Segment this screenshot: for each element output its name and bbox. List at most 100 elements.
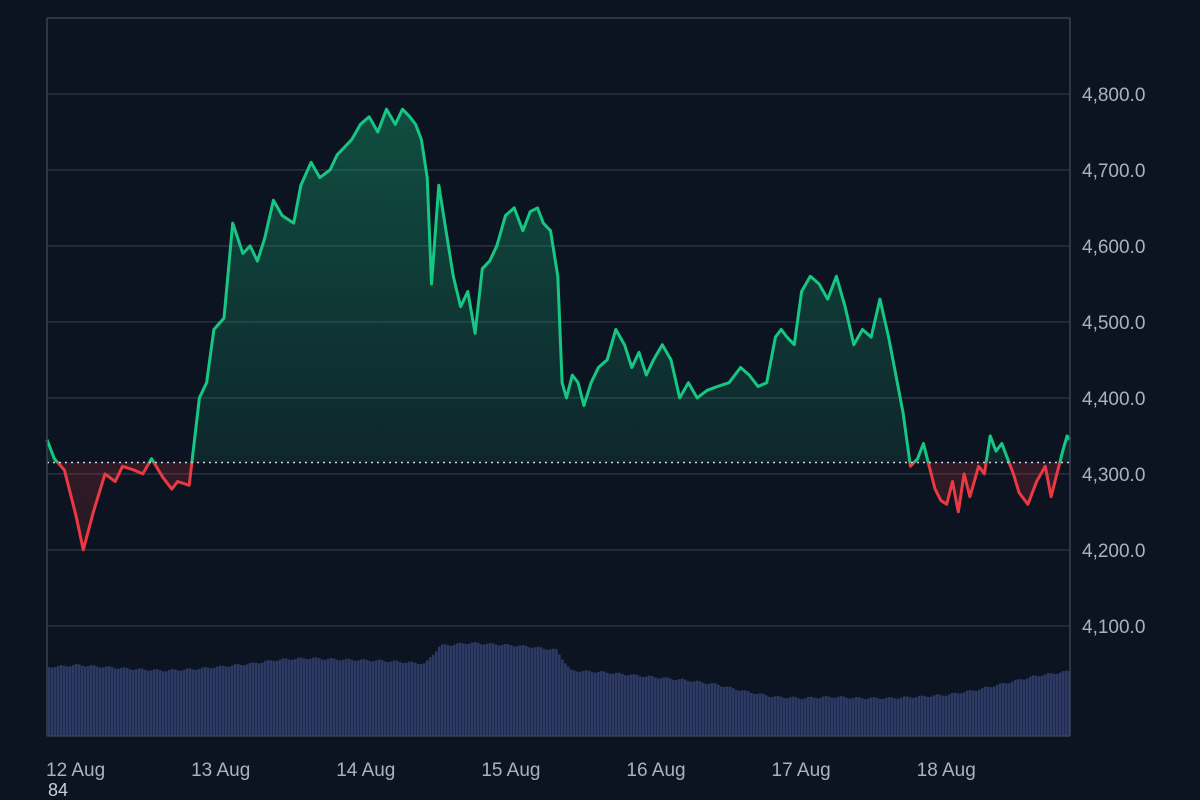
volume-bar bbox=[741, 690, 744, 736]
volume-bar bbox=[489, 642, 492, 736]
y-tick-label: 4,700.0 bbox=[1082, 161, 1145, 182]
volume-bar bbox=[57, 665, 60, 736]
volume-bar bbox=[1023, 679, 1026, 736]
volume-bar bbox=[1029, 676, 1032, 736]
volume-bar bbox=[1032, 675, 1035, 736]
volume-bar bbox=[447, 645, 450, 736]
volume-bar bbox=[825, 695, 828, 736]
volume-bar bbox=[945, 695, 948, 736]
volume-bar bbox=[1020, 679, 1023, 736]
volume-bar bbox=[228, 666, 231, 736]
y-tick-label: 4,500.0 bbox=[1082, 313, 1145, 334]
volume-bar bbox=[630, 674, 633, 736]
volume-bar bbox=[633, 674, 636, 736]
volume-bar bbox=[792, 696, 795, 736]
volume-bar bbox=[501, 644, 504, 736]
volume-bar bbox=[231, 665, 234, 736]
volume-bar bbox=[852, 697, 855, 736]
volume-bar bbox=[438, 646, 441, 736]
volume-bar bbox=[669, 678, 672, 736]
volume-bar bbox=[585, 670, 588, 736]
volume-bar bbox=[621, 673, 624, 736]
volume-bar bbox=[882, 698, 885, 736]
volume-bar bbox=[1050, 673, 1053, 736]
price-line bbox=[45, 107, 1072, 552]
volume-bar bbox=[864, 699, 867, 736]
volume-bar bbox=[471, 642, 474, 736]
volume-bar bbox=[753, 694, 756, 736]
volume-bar bbox=[1062, 671, 1065, 736]
volume-bar bbox=[642, 677, 645, 736]
volume-bar bbox=[285, 658, 288, 736]
volume-bar bbox=[918, 695, 921, 736]
volume-bar bbox=[849, 698, 852, 736]
volume-bar bbox=[276, 660, 279, 736]
volume-bar bbox=[828, 696, 831, 736]
volume-bar bbox=[378, 659, 381, 736]
volume-bar bbox=[834, 697, 837, 736]
volume-bar bbox=[390, 661, 393, 736]
volume-bar bbox=[933, 695, 936, 736]
volume-bar bbox=[609, 673, 612, 736]
volume-bar bbox=[303, 658, 306, 736]
volume-bar bbox=[732, 688, 735, 736]
volume-bar bbox=[693, 681, 696, 736]
volume-bar bbox=[51, 667, 54, 736]
volume-bar bbox=[939, 694, 942, 736]
volume-bar bbox=[831, 697, 834, 736]
volume-bar bbox=[798, 698, 801, 736]
volume-bar bbox=[879, 699, 882, 736]
x-tick-label: 16 Aug bbox=[626, 760, 685, 781]
volume-bar bbox=[756, 693, 759, 736]
volume-bar bbox=[372, 661, 375, 736]
x-tick-label: 12 Aug bbox=[46, 760, 105, 781]
volume-bar bbox=[564, 663, 567, 736]
volume-bar bbox=[594, 672, 597, 736]
volume-bar bbox=[987, 686, 990, 736]
volume-bar bbox=[1056, 673, 1059, 736]
volume-bar bbox=[144, 669, 147, 736]
volume-bar bbox=[384, 661, 387, 736]
volume-bar bbox=[444, 644, 447, 736]
volume-bar bbox=[789, 697, 792, 736]
volume-bar bbox=[1035, 675, 1038, 736]
volume-bar bbox=[204, 667, 207, 736]
volume-bar bbox=[537, 646, 540, 736]
volume-bar bbox=[846, 698, 849, 736]
volume-bar bbox=[93, 665, 96, 736]
volume-bar bbox=[363, 659, 366, 736]
volume-bar bbox=[84, 666, 87, 736]
volume-bar bbox=[423, 663, 426, 736]
volume-bar bbox=[66, 666, 69, 736]
volume-bar bbox=[855, 696, 858, 736]
volume-bar bbox=[942, 695, 945, 736]
volume-bar bbox=[708, 683, 711, 736]
volume-bar bbox=[222, 665, 225, 736]
volume-bar bbox=[369, 661, 372, 736]
volume-bar bbox=[903, 696, 906, 736]
volume-bar bbox=[417, 664, 420, 736]
volume-bar bbox=[966, 690, 969, 736]
volume-bar bbox=[522, 645, 525, 736]
volume-bar bbox=[1053, 673, 1056, 736]
volume-bar bbox=[48, 667, 51, 736]
volume-bar bbox=[636, 674, 639, 736]
volume-bar bbox=[999, 683, 1002, 736]
volume-bar bbox=[462, 643, 465, 736]
volume-bar bbox=[837, 696, 840, 736]
x-tick-label: 15 Aug bbox=[481, 760, 540, 781]
volume-bar bbox=[510, 645, 513, 736]
volume-bar bbox=[330, 658, 333, 736]
volume-bar bbox=[174, 669, 177, 736]
volume-bar bbox=[549, 649, 552, 736]
volume-bar bbox=[867, 698, 870, 736]
volume-bar bbox=[483, 644, 486, 736]
y-tick-label: 4,200.0 bbox=[1082, 541, 1145, 562]
volume-bar bbox=[558, 654, 561, 736]
volume-bar bbox=[432, 654, 435, 736]
volume-bar bbox=[165, 671, 168, 736]
volume-bar bbox=[357, 660, 360, 736]
volume-bar bbox=[480, 644, 483, 736]
volume-bar bbox=[279, 659, 282, 736]
volume-bar bbox=[744, 690, 747, 736]
